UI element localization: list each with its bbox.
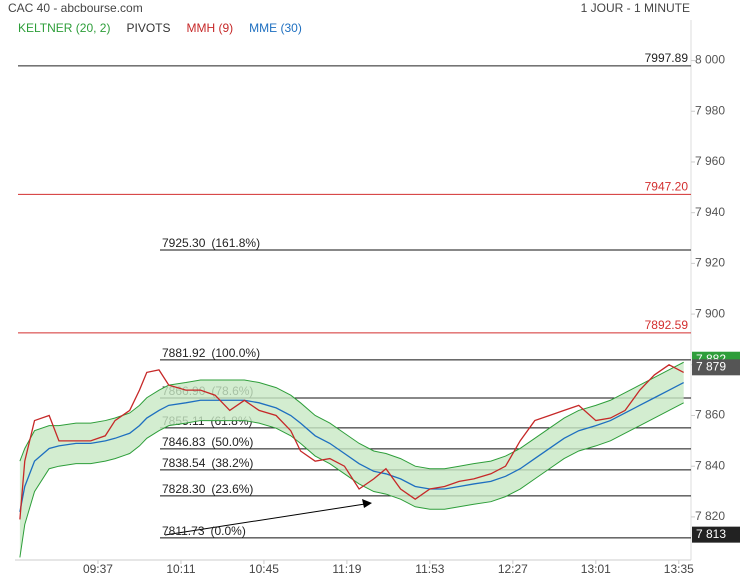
pivot-label: 7997.89 [645, 51, 689, 65]
fib-ratio: (161.8%) [211, 236, 260, 250]
y-tick-label: 7 960 [695, 154, 725, 168]
annotation-arrow [164, 503, 366, 536]
fib-label: 7828.30 [162, 482, 206, 496]
fib-label: 7925.30 [162, 236, 206, 250]
keltner-band [19, 362, 684, 558]
legend-entry: MMH (9) [187, 21, 234, 35]
y-tick-label: 7 860 [695, 408, 725, 422]
pivot-label: 7947.20 [645, 180, 689, 194]
keltner-lower [19, 402, 684, 558]
x-tick-label: 11:19 [332, 562, 361, 576]
x-tick-label: 11:53 [415, 562, 444, 576]
y-tick-label: 7 900 [695, 306, 725, 320]
legend: KELTNER (20, 2) PIVOTS MMH (9) MME (30) [18, 21, 302, 35]
y-tick-label: 7 980 [695, 103, 725, 117]
arrow-head [362, 499, 372, 508]
series-line [19, 364, 684, 520]
fib-label: 7811.73 [162, 524, 205, 538]
fib-label: 7846.83 [162, 435, 206, 449]
legend-entry: KELTNER (20, 2) [18, 21, 110, 35]
price-badge-label: 7 879 [696, 359, 726, 373]
keltner-upper [19, 361, 684, 470]
fib-ratio: (50.0%) [211, 435, 253, 449]
legend-entry: PIVOTS [126, 21, 170, 35]
chart-subtitle: 1 JOUR - 1 MINUTE [581, 1, 690, 15]
price-badge [692, 359, 740, 376]
y-tick-label: 7 820 [695, 509, 725, 523]
fib-label: 7881.92 [162, 346, 206, 360]
pivot-label: 7892.59 [645, 318, 689, 332]
y-tick-label: 7 940 [695, 205, 725, 219]
fib-ratio: (23.6%) [211, 482, 253, 496]
fib-ratio: (38.2%) [211, 456, 253, 470]
series-line [19, 381, 684, 512]
x-tick-label: 09:37 [83, 562, 113, 576]
fib-label: 7838.54 [162, 456, 206, 470]
fib-ratio: (0.0%) [211, 524, 246, 538]
legend-entry: MME (30) [249, 21, 302, 35]
fib-ratio: (100.0%) [211, 346, 260, 360]
price-badge-label: 7 813 [696, 527, 726, 541]
x-tick-label: 10:11 [166, 562, 195, 576]
chart-title: CAC 40 - abcbourse.com [8, 1, 143, 15]
x-tick-label: 13:35 [664, 562, 694, 576]
y-tick-label: 7 840 [695, 458, 725, 472]
y-tick-label: 8 000 [695, 53, 725, 67]
x-tick-label: 13:01 [581, 562, 611, 576]
x-tick-label: 10:45 [249, 562, 279, 576]
x-tick-label: 12:27 [498, 562, 528, 576]
price-badge [692, 526, 740, 543]
y-tick-label: 7 920 [695, 256, 725, 270]
